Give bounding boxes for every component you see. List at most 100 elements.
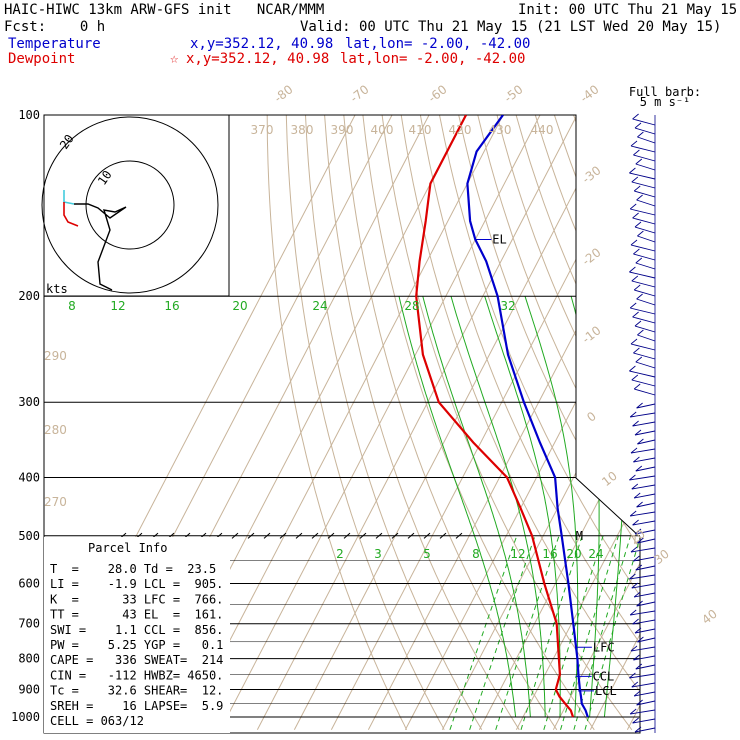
wind-barb xyxy=(635,163,656,171)
isotherm-label: 20 xyxy=(627,527,648,547)
theta-label: 400 xyxy=(371,123,394,137)
wind-barb-flag xyxy=(636,194,643,201)
wind-barb-flag xyxy=(632,113,639,120)
dry-adiabat-line xyxy=(419,115,640,731)
hatch-mark xyxy=(439,532,447,539)
moist-adiabat-line xyxy=(398,296,517,718)
mixing-ratio-line xyxy=(449,535,518,730)
mixing-ratio-line xyxy=(469,535,536,730)
wind-barb-flag xyxy=(631,374,639,381)
mixing-ratio-line xyxy=(495,535,560,730)
moist-adiabat-label: 32 xyxy=(500,299,515,313)
isotherm-label: 30 xyxy=(651,547,672,567)
mixing-ratio-lines xyxy=(449,535,640,730)
wind-barb-flag xyxy=(633,456,640,463)
moist-adiabat-label: 16 xyxy=(164,299,179,313)
wind-barb xyxy=(635,664,656,670)
wind-barb xyxy=(629,574,656,580)
theta-label: 430 xyxy=(489,123,512,137)
pressure-tick-label: 100 xyxy=(18,108,40,122)
wind-barb-flag xyxy=(633,654,640,661)
wind-barb xyxy=(637,637,656,643)
isotherm-label: 10 xyxy=(599,469,620,489)
pressure-tick-label: 800 xyxy=(18,652,40,666)
isotherm-line xyxy=(404,115,640,730)
wind-barb xyxy=(636,601,656,607)
dry-adiabat-line xyxy=(630,115,640,731)
moist-adiabat-line xyxy=(422,296,531,718)
wind-barb xyxy=(634,226,656,234)
theta-label: 440 xyxy=(531,123,554,137)
wind-barb-flag xyxy=(633,690,641,697)
isotherm-label: -60 xyxy=(426,82,450,105)
parcel-info-row: PW = 5.25 YGP = 0.1 xyxy=(50,638,223,652)
wind-barb xyxy=(634,691,656,697)
parcel-info-row: SREH = 16 LAPSE= 5.9 xyxy=(50,699,223,713)
moist-adiabat-line xyxy=(524,296,579,718)
dewpoint-latlon: lat,lon= -2.00, -42.00 xyxy=(340,51,526,67)
mixing-ratio-line xyxy=(543,535,604,730)
pressure-tick-label: 200 xyxy=(18,289,40,303)
dry-adiabat-line xyxy=(285,115,445,731)
wind-barb xyxy=(633,253,656,261)
dewpoint-line xyxy=(415,115,575,718)
wind-barb xyxy=(637,235,656,243)
isotherm-line xyxy=(182,115,504,730)
wind-barb-flag xyxy=(631,681,639,688)
wind-barb xyxy=(631,181,656,189)
wind-barb-flag xyxy=(634,528,642,535)
wind-barb xyxy=(633,154,656,162)
wind-barb xyxy=(630,511,656,517)
parcel-info-row: Tc = 32.6 SHEAR= 12. xyxy=(50,684,223,698)
moist-adiabat-line xyxy=(450,296,546,717)
hodograph-trace xyxy=(74,203,127,291)
mixing-ratio-label: 2 xyxy=(336,547,344,561)
wind-barb xyxy=(631,280,656,288)
wind-barb xyxy=(634,325,656,333)
dry-adiabat-line xyxy=(573,115,640,731)
wind-barb xyxy=(635,361,656,369)
wind-barb-flag xyxy=(635,356,643,363)
dry-adiabat-line xyxy=(592,115,640,731)
parcel-level-label: EL xyxy=(492,233,506,247)
parcel-level-label: LCL xyxy=(595,684,617,698)
isotherm-label: -80 xyxy=(272,82,296,105)
wind-barb xyxy=(634,190,656,198)
isotherm-line xyxy=(626,115,640,730)
dry-adiabat-line xyxy=(669,115,740,730)
wind-barb xyxy=(633,556,656,562)
hatch-mark xyxy=(327,532,335,539)
wind-barb xyxy=(631,583,656,589)
wind-barb xyxy=(630,244,656,252)
wind-barb xyxy=(635,565,656,571)
wind-barb-flag xyxy=(634,221,642,228)
wind-barb-flag xyxy=(629,203,637,210)
temperature-line xyxy=(466,115,589,718)
wind-barb xyxy=(632,217,656,225)
wind-barb-flag xyxy=(636,600,643,607)
wind-barb-flag xyxy=(629,411,637,418)
theta-label: 270 xyxy=(44,495,67,509)
wind-barb-flag xyxy=(635,465,643,472)
isotherm-line xyxy=(664,115,740,730)
wind-barb xyxy=(629,271,656,279)
dry-adiabat-line xyxy=(689,115,740,730)
hatch-mark xyxy=(279,532,287,539)
wind-barb-flag xyxy=(637,537,644,544)
temperature-latlon: lat,lon= -2.00, -42.00 xyxy=(345,36,531,52)
wind-barb xyxy=(632,520,656,526)
parcel-info-row: K = 33 LFC = 766. xyxy=(50,592,223,606)
isotherm-lines xyxy=(44,115,740,730)
isotherm-line xyxy=(219,115,541,730)
wind-barb-flag xyxy=(637,329,644,336)
mixing-ratio-line xyxy=(573,535,632,730)
wind-barb xyxy=(630,610,656,616)
parcel-level-label: CCL xyxy=(593,669,615,683)
wind-barb xyxy=(632,421,656,427)
wind-barb xyxy=(635,262,656,270)
wind-barb-flag xyxy=(633,347,640,354)
dry-adiabat-line xyxy=(305,115,483,731)
isotherm-label: -40 xyxy=(578,82,602,105)
hatch-mark xyxy=(311,532,319,539)
hodograph-ring-label: 10 xyxy=(95,168,115,188)
